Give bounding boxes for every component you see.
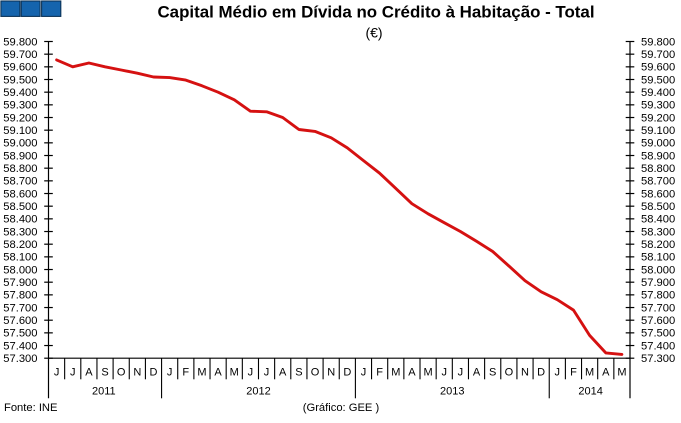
svg-text:A: A (602, 367, 610, 379)
svg-text:D: D (150, 367, 158, 379)
svg-text:F: F (182, 367, 189, 379)
svg-text:Capital Médio em Dívida no Cré: Capital Médio em Dívida no Crédito à Hab… (157, 3, 594, 22)
svg-text:59.000: 59.000 (641, 138, 675, 150)
svg-text:59.500: 59.500 (3, 74, 37, 86)
svg-text:57.800: 57.800 (3, 290, 37, 302)
svg-text:59.200: 59.200 (3, 112, 37, 124)
svg-text:57.900: 57.900 (641, 277, 675, 289)
svg-text:A: A (279, 367, 287, 379)
svg-text:58.500: 58.500 (641, 201, 675, 213)
svg-text:A: A (85, 367, 93, 379)
svg-text:D: D (343, 367, 351, 379)
svg-text:N: N (327, 367, 335, 379)
svg-text:59.500: 59.500 (641, 74, 675, 86)
svg-text:J: J (70, 367, 76, 379)
svg-text:57.600: 57.600 (641, 315, 675, 327)
svg-text:J: J (441, 367, 447, 379)
svg-text:58.800: 58.800 (641, 163, 675, 175)
svg-text:A: A (214, 367, 222, 379)
svg-text:59.000: 59.000 (3, 138, 37, 150)
svg-text:J: J (361, 367, 367, 379)
svg-text:58.600: 58.600 (3, 188, 37, 200)
svg-text:58.000: 58.000 (641, 264, 675, 276)
svg-text:O: O (505, 367, 514, 379)
svg-text:58.900: 58.900 (641, 150, 675, 162)
svg-text:J: J (54, 367, 60, 379)
svg-text:59.700: 59.700 (3, 49, 37, 61)
svg-text:M: M (230, 367, 239, 379)
svg-text:57.400: 57.400 (641, 340, 675, 352)
svg-text:57.800: 57.800 (641, 290, 675, 302)
svg-text:F: F (570, 367, 577, 379)
svg-text:58.700: 58.700 (641, 176, 675, 188)
svg-text:57.700: 57.700 (641, 302, 675, 314)
svg-text:58.900: 58.900 (3, 150, 37, 162)
svg-text:O: O (117, 367, 126, 379)
svg-text:59.100: 59.100 (3, 125, 37, 137)
svg-text:S: S (295, 367, 302, 379)
svg-text:(Gráfico: GEE ): (Gráfico: GEE ) (303, 402, 380, 414)
svg-text:57.600: 57.600 (3, 315, 37, 327)
svg-text:2014: 2014 (578, 385, 602, 397)
svg-text:2012: 2012 (246, 385, 270, 397)
svg-text:M: M (424, 367, 433, 379)
svg-text:58.100: 58.100 (641, 252, 675, 264)
svg-text:57.300: 57.300 (641, 353, 675, 365)
svg-text:57.400: 57.400 (3, 340, 37, 352)
svg-text:S: S (101, 367, 108, 379)
svg-text:59.800: 59.800 (3, 36, 37, 48)
svg-text:57.500: 57.500 (3, 328, 37, 340)
svg-text:A: A (408, 367, 416, 379)
svg-text:J: J (264, 367, 270, 379)
svg-text:59.600: 59.600 (641, 62, 675, 74)
svg-text:J: J (167, 367, 173, 379)
svg-text:59.200: 59.200 (641, 112, 675, 124)
svg-text:M: M (617, 367, 626, 379)
svg-text:59.600: 59.600 (3, 62, 37, 74)
svg-text:58.700: 58.700 (3, 176, 37, 188)
svg-text:J: J (458, 367, 464, 379)
svg-text:59.300: 59.300 (641, 100, 675, 112)
svg-text:M: M (197, 367, 206, 379)
svg-text:N: N (133, 367, 141, 379)
svg-text:58.300: 58.300 (3, 226, 37, 238)
svg-text:58.100: 58.100 (3, 252, 37, 264)
svg-text:O: O (311, 367, 320, 379)
svg-text:58.500: 58.500 (3, 201, 37, 213)
svg-text:58.600: 58.600 (641, 188, 675, 200)
svg-text:59.400: 59.400 (3, 87, 37, 99)
svg-text:A: A (473, 367, 481, 379)
svg-text:M: M (391, 367, 400, 379)
svg-text:J: J (555, 367, 561, 379)
svg-text:59.400: 59.400 (641, 87, 675, 99)
svg-text:57.900: 57.900 (3, 277, 37, 289)
svg-text:58.300: 58.300 (641, 226, 675, 238)
svg-text:57.500: 57.500 (641, 328, 675, 340)
svg-text:2011: 2011 (92, 385, 116, 397)
svg-text:2013: 2013 (440, 385, 464, 397)
svg-text:58.800: 58.800 (3, 163, 37, 175)
svg-text:Fonte: INE: Fonte: INE (4, 402, 57, 414)
svg-text:58.200: 58.200 (641, 239, 675, 251)
svg-text:58.400: 58.400 (3, 214, 37, 226)
svg-text:59.700: 59.700 (641, 49, 675, 61)
svg-text:F: F (376, 367, 383, 379)
svg-text:J: J (248, 367, 254, 379)
svg-text:58.200: 58.200 (3, 239, 37, 251)
svg-text:S: S (489, 367, 496, 379)
svg-text:58.000: 58.000 (3, 264, 37, 276)
svg-text:59.100: 59.100 (641, 125, 675, 137)
svg-text:59.800: 59.800 (641, 36, 675, 48)
svg-text:M: M (585, 367, 594, 379)
svg-text:D: D (537, 367, 545, 379)
svg-text:57.700: 57.700 (3, 302, 37, 314)
svg-text:59.300: 59.300 (3, 100, 37, 112)
svg-text:58.400: 58.400 (641, 214, 675, 226)
svg-text:57.300: 57.300 (3, 353, 37, 365)
svg-text:N: N (521, 367, 529, 379)
svg-text:(€): (€) (365, 25, 382, 41)
